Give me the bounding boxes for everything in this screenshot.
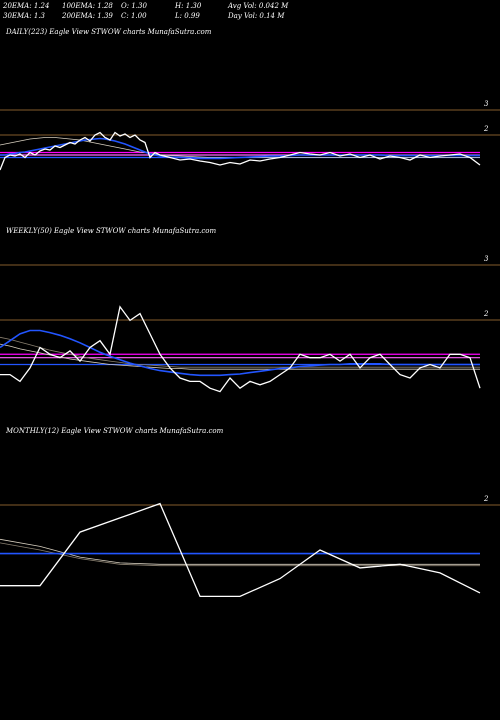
ema_blue-series-line xyxy=(0,137,480,160)
avg-vol-label: Avg Vol: 0.042 M xyxy=(228,2,289,10)
y-tick-label: 3 xyxy=(484,255,489,263)
ema20-label: 20EMA: 1.24 xyxy=(3,2,50,10)
daily-chart-title: DAILY(223) Eagle View STWOW charts Munaf… xyxy=(6,28,212,36)
y-tick-label: 3 xyxy=(484,100,489,108)
ema_slow2-series-line xyxy=(0,336,480,368)
y-tick-label: 2 xyxy=(483,125,489,133)
y-tick-label: 2 xyxy=(483,310,489,318)
weekly-chart-title: WEEKLY(50) Eagle View STWOW charts Munaf… xyxy=(6,227,217,235)
monthly-chart-title: MONTHLY(12) Eagle View STWOW charts Muna… xyxy=(6,427,224,435)
ema_slow2-series-line xyxy=(0,542,480,567)
low-label: L: 0.99 xyxy=(175,12,200,20)
ema30-label: 30EMA: 1.3 xyxy=(3,12,45,20)
price-series-line xyxy=(0,305,481,393)
day-vol-label: Day Vol: 0.14 M xyxy=(228,12,285,20)
ema_slow-series-line xyxy=(0,343,480,370)
ema_blue-series-line xyxy=(0,329,480,377)
ema200-label: 200EMA: 1.39 xyxy=(62,12,113,20)
price-series-line xyxy=(0,131,481,171)
price-series-line xyxy=(0,502,481,598)
y-tick-label: 2 xyxy=(483,495,489,503)
ema100-label: 100EMA: 1.28 xyxy=(62,2,113,10)
close-label: C: 1.00 xyxy=(121,12,147,20)
high-label: H: 1.30 xyxy=(175,2,202,10)
open-label: O: 1.30 xyxy=(121,2,147,10)
